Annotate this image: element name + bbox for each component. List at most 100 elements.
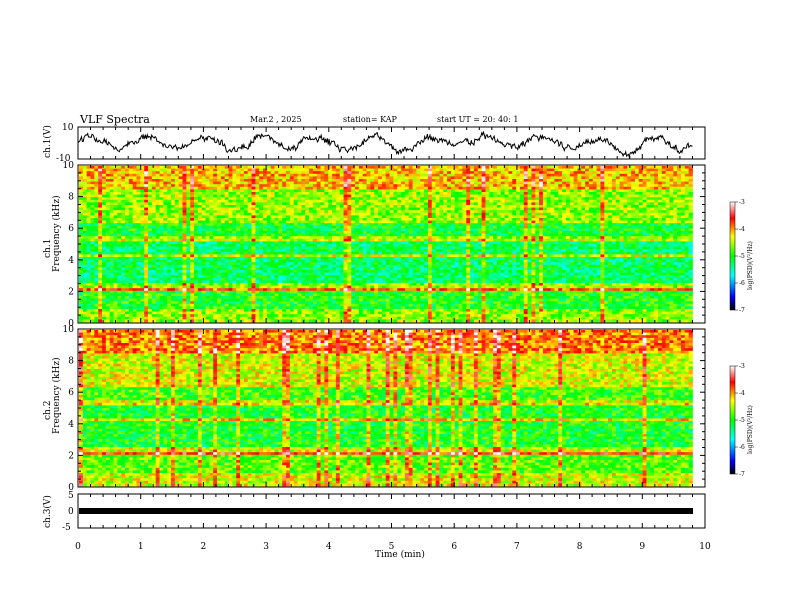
spectrogram-cell [462, 218, 466, 221]
spectrogram-cell [202, 239, 206, 242]
spectrogram-cell [202, 202, 206, 205]
spectrogram-cell [259, 218, 263, 221]
spectrogram-cell [566, 174, 570, 177]
spectrogram-cell [367, 202, 371, 205]
spectrogram-cell [271, 171, 275, 174]
spectrogram-cell [278, 187, 282, 190]
spectrogram-cell [439, 223, 443, 226]
spectrogram-cell [110, 236, 114, 239]
spectrogram-cell [133, 218, 137, 221]
spectrogram-cell [163, 202, 167, 205]
spectrogram-cell [654, 202, 658, 205]
spectrogram-cell [405, 223, 409, 226]
spectrogram-cell [163, 244, 167, 247]
spectrogram-cell [439, 231, 443, 234]
spectrogram-cell [493, 176, 497, 179]
spectrogram-cell [539, 234, 543, 237]
spectrogram-cell [175, 231, 179, 234]
spectrogram-cell [106, 187, 110, 190]
spectrogram-cell [520, 176, 524, 179]
spectrogram-cell [409, 192, 413, 195]
spectrogram-cell [236, 171, 240, 174]
spectrogram-cell [627, 213, 631, 216]
spectrogram-cell [593, 208, 597, 211]
spectrogram-cell [627, 176, 631, 179]
spectrogram-cell [597, 176, 601, 179]
spectrogram-cell [531, 169, 535, 172]
spectrogram-cell [382, 244, 386, 247]
spectrogram-cell [137, 169, 141, 172]
spectrogram-cell [447, 176, 451, 179]
spectrogram-cell [416, 213, 420, 216]
spectrogram-cell [267, 244, 271, 247]
spectrogram-cell [658, 176, 662, 179]
spectrogram-cell [409, 187, 413, 190]
spectrogram-cell [654, 215, 658, 218]
spectrogram-cell [83, 184, 87, 187]
spectrogram-cell [217, 218, 221, 221]
spectrogram-cell [416, 176, 420, 179]
spectrogram-cell [186, 228, 190, 231]
spectrogram-cell [240, 223, 244, 226]
spectrogram-cell [202, 213, 206, 216]
spectrogram-cell [623, 223, 627, 226]
spectrogram-cell [547, 226, 551, 229]
spectrogram-cell [163, 221, 167, 224]
spectrogram-cell [332, 171, 336, 174]
spectrogram-cell [612, 179, 616, 182]
spectrogram-cell [439, 197, 443, 200]
spectrogram-cell [631, 208, 635, 211]
spectrogram-cell [221, 205, 225, 208]
spectrogram-cell [290, 182, 294, 185]
spectrogram-cell [225, 174, 229, 177]
spectrogram-cell [248, 221, 252, 224]
spectrogram-cell [424, 234, 428, 237]
spectrogram-cell [114, 176, 118, 179]
spectrogram-cell [221, 187, 225, 190]
spectrogram-cell [294, 234, 298, 237]
spectrogram-cell [263, 241, 267, 244]
spectrogram-cell [623, 208, 627, 211]
spectrogram-cell [255, 221, 259, 224]
spectrogram-cell [198, 189, 202, 192]
spectrogram-cell [332, 192, 336, 195]
spectrogram-cell [160, 221, 164, 224]
spectrogram-cell [516, 205, 520, 208]
spectrogram-cell [344, 228, 348, 231]
spectrogram-cell [167, 208, 171, 211]
spectrogram-cell [267, 213, 271, 216]
spectrogram-cell [144, 210, 148, 213]
spectrogram-cell [363, 210, 367, 213]
spectrogram-cell [160, 176, 164, 179]
spectrogram-cell [627, 239, 631, 242]
spectrogram-cell [152, 182, 156, 185]
spectrogram-cell [393, 176, 397, 179]
spectrogram-cell [577, 215, 581, 218]
spectrogram-cell [83, 226, 87, 229]
spectrogram-cell [347, 169, 351, 172]
spectrogram-cell [186, 208, 190, 211]
spectrogram-cell [689, 221, 693, 224]
spectrogram-cell [531, 192, 535, 195]
spectrogram-cell [355, 197, 359, 200]
spectrogram-cell [255, 187, 259, 190]
spectrogram-cell [669, 234, 673, 237]
spectrogram-cell [608, 241, 612, 244]
spectrogram-cell [91, 205, 95, 208]
spectrogram-cell [554, 200, 558, 203]
spectrogram-cell [574, 239, 578, 242]
spectrogram-cell [428, 221, 432, 224]
spectrogram-cell [608, 210, 612, 213]
spectrogram-cell [148, 174, 152, 177]
spectrogram-cell [554, 192, 558, 195]
spectrogram-cell [382, 189, 386, 192]
spectrogram-cell [669, 202, 673, 205]
spectrogram-cell [359, 200, 363, 203]
spectrogram-cell [206, 234, 210, 237]
spectrogram-cell [179, 215, 183, 218]
spectrogram-cell [290, 202, 294, 205]
spectrogram-cell [183, 234, 187, 237]
spectrogram-cell [232, 215, 236, 218]
spectrogram-cell [179, 226, 183, 229]
